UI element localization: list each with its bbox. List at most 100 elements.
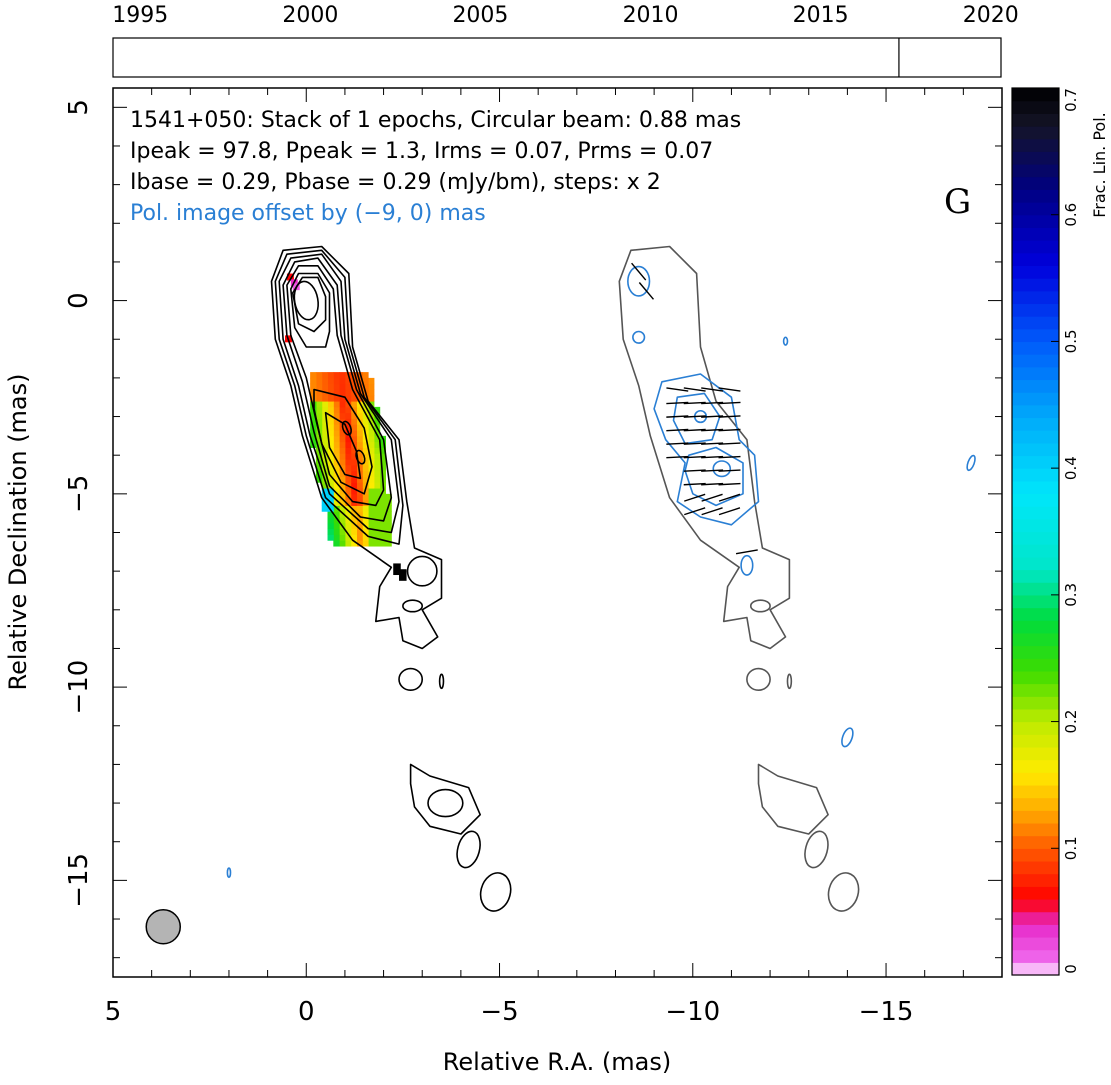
evpa-stick (718, 482, 741, 486)
pol-pixel (350, 517, 358, 524)
pol-pixel (315, 424, 323, 431)
pol-pixel (379, 511, 386, 518)
pol-pixel (350, 499, 358, 506)
intensity-contour (291, 276, 327, 333)
colorbar-label: Frac. Lin. Pol. (1090, 112, 1109, 217)
pol-pixel (321, 488, 329, 495)
pol-pixel (368, 517, 375, 524)
pol-pixel (350, 476, 358, 483)
intensity-contour (409, 763, 481, 835)
evpa-stick (701, 428, 724, 432)
pol-pixel (362, 528, 369, 535)
intensity-contour-outer (270, 245, 443, 650)
colorbar-band (1012, 379, 1059, 393)
evpa-stick (718, 455, 741, 459)
colorbar-band (1012, 734, 1059, 748)
pol-pixel (350, 493, 358, 501)
pol-pixel (356, 493, 363, 501)
pol-pixel (356, 453, 363, 460)
pol-pixel (373, 476, 381, 483)
colorbar-band (1012, 620, 1059, 634)
colorbar-band (1012, 696, 1059, 710)
pol-pixel (321, 470, 329, 477)
intensity-contour (313, 388, 373, 495)
pol-pixel (344, 505, 352, 512)
pol-pixel (356, 540, 363, 547)
pol-pixel (339, 441, 346, 448)
intensity-contour (427, 788, 464, 818)
pol-pixel (350, 418, 358, 425)
pol-pixel (339, 389, 346, 396)
colorbar-band (1012, 810, 1059, 824)
evpa-stick (683, 469, 706, 472)
pol-pixel (362, 424, 369, 431)
pol-pixel (362, 377, 369, 385)
pol-pixel (315, 476, 323, 483)
pol-pixel (344, 435, 352, 443)
pol-pixel (344, 424, 352, 431)
intensity-contours (270, 245, 860, 912)
pol-pixel (310, 430, 317, 437)
y-tick-label: −5 (64, 475, 94, 513)
beam-ellipse (145, 908, 182, 945)
pol-pixel (344, 517, 352, 524)
intensity-contour (406, 555, 438, 587)
evpa-stick (684, 493, 706, 502)
colorbar-band (1012, 303, 1059, 317)
colorbar-band (1012, 936, 1059, 951)
evpa-stick (701, 469, 724, 472)
annotation-line-2: Ipeak = 97.8, Ppeak = 1.3, Irms = 0.07, … (130, 139, 713, 164)
evpa-stick (718, 428, 741, 432)
pol-pixel (373, 528, 381, 535)
pol-pixel (321, 435, 329, 443)
pol-pixel (379, 459, 386, 466)
intensity-contour (402, 599, 424, 613)
evpa-stick (718, 442, 741, 445)
pol-pixel (373, 511, 381, 518)
colorbar-tick-label: 0.7 (1062, 88, 1080, 112)
colorbar-band (1012, 949, 1059, 963)
pol-pixel (315, 377, 323, 385)
pol-pixel (368, 476, 375, 483)
colorbar-band (1012, 354, 1059, 368)
pol-pixel (344, 528, 352, 535)
pol-pixel (356, 476, 363, 483)
x-tick-label: −15 (859, 997, 914, 1027)
pol-pixel (362, 412, 369, 419)
y-axis-label: Relative Declination (mas) (4, 373, 32, 690)
pol-pixel (333, 430, 340, 437)
pol-pixel (339, 412, 346, 419)
pol-pixel (356, 372, 363, 379)
pol-pixel (344, 511, 352, 518)
pol-contour (740, 554, 754, 576)
pol-pixel (373, 464, 381, 472)
evpa-stick (701, 493, 723, 502)
colorbar-band (1012, 366, 1059, 381)
colorbar-band (1012, 772, 1059, 786)
intensity-contour (278, 253, 400, 534)
pol-pixel (327, 476, 334, 483)
pol-pixel (344, 389, 352, 396)
evpa-stick (683, 442, 706, 445)
pol-pixel (344, 522, 352, 530)
pol-pixel (368, 540, 375, 547)
pol-pixel (344, 464, 352, 472)
evpa-stick (666, 401, 689, 405)
colorbar-band (1012, 848, 1059, 862)
colorbar-band (1012, 721, 1059, 735)
pol-pixel (350, 435, 358, 443)
pol-pixel (327, 372, 334, 379)
pol-pixel (327, 401, 334, 408)
pol-pixel (321, 430, 329, 437)
colorbar-band (1012, 544, 1059, 558)
pol-pixel (339, 395, 346, 402)
pol-pixel (368, 499, 375, 506)
panel-label: G (944, 182, 971, 222)
colorbar-band (1012, 531, 1059, 545)
x-tick-label: −5 (480, 997, 518, 1027)
colorbar-band (1012, 518, 1059, 533)
pol-pixel (339, 406, 346, 414)
evpa-stick (701, 482, 724, 486)
x-tick-label: 0 (298, 997, 315, 1027)
x-axis-label: Relative R.A. (mas) (443, 1048, 671, 1076)
